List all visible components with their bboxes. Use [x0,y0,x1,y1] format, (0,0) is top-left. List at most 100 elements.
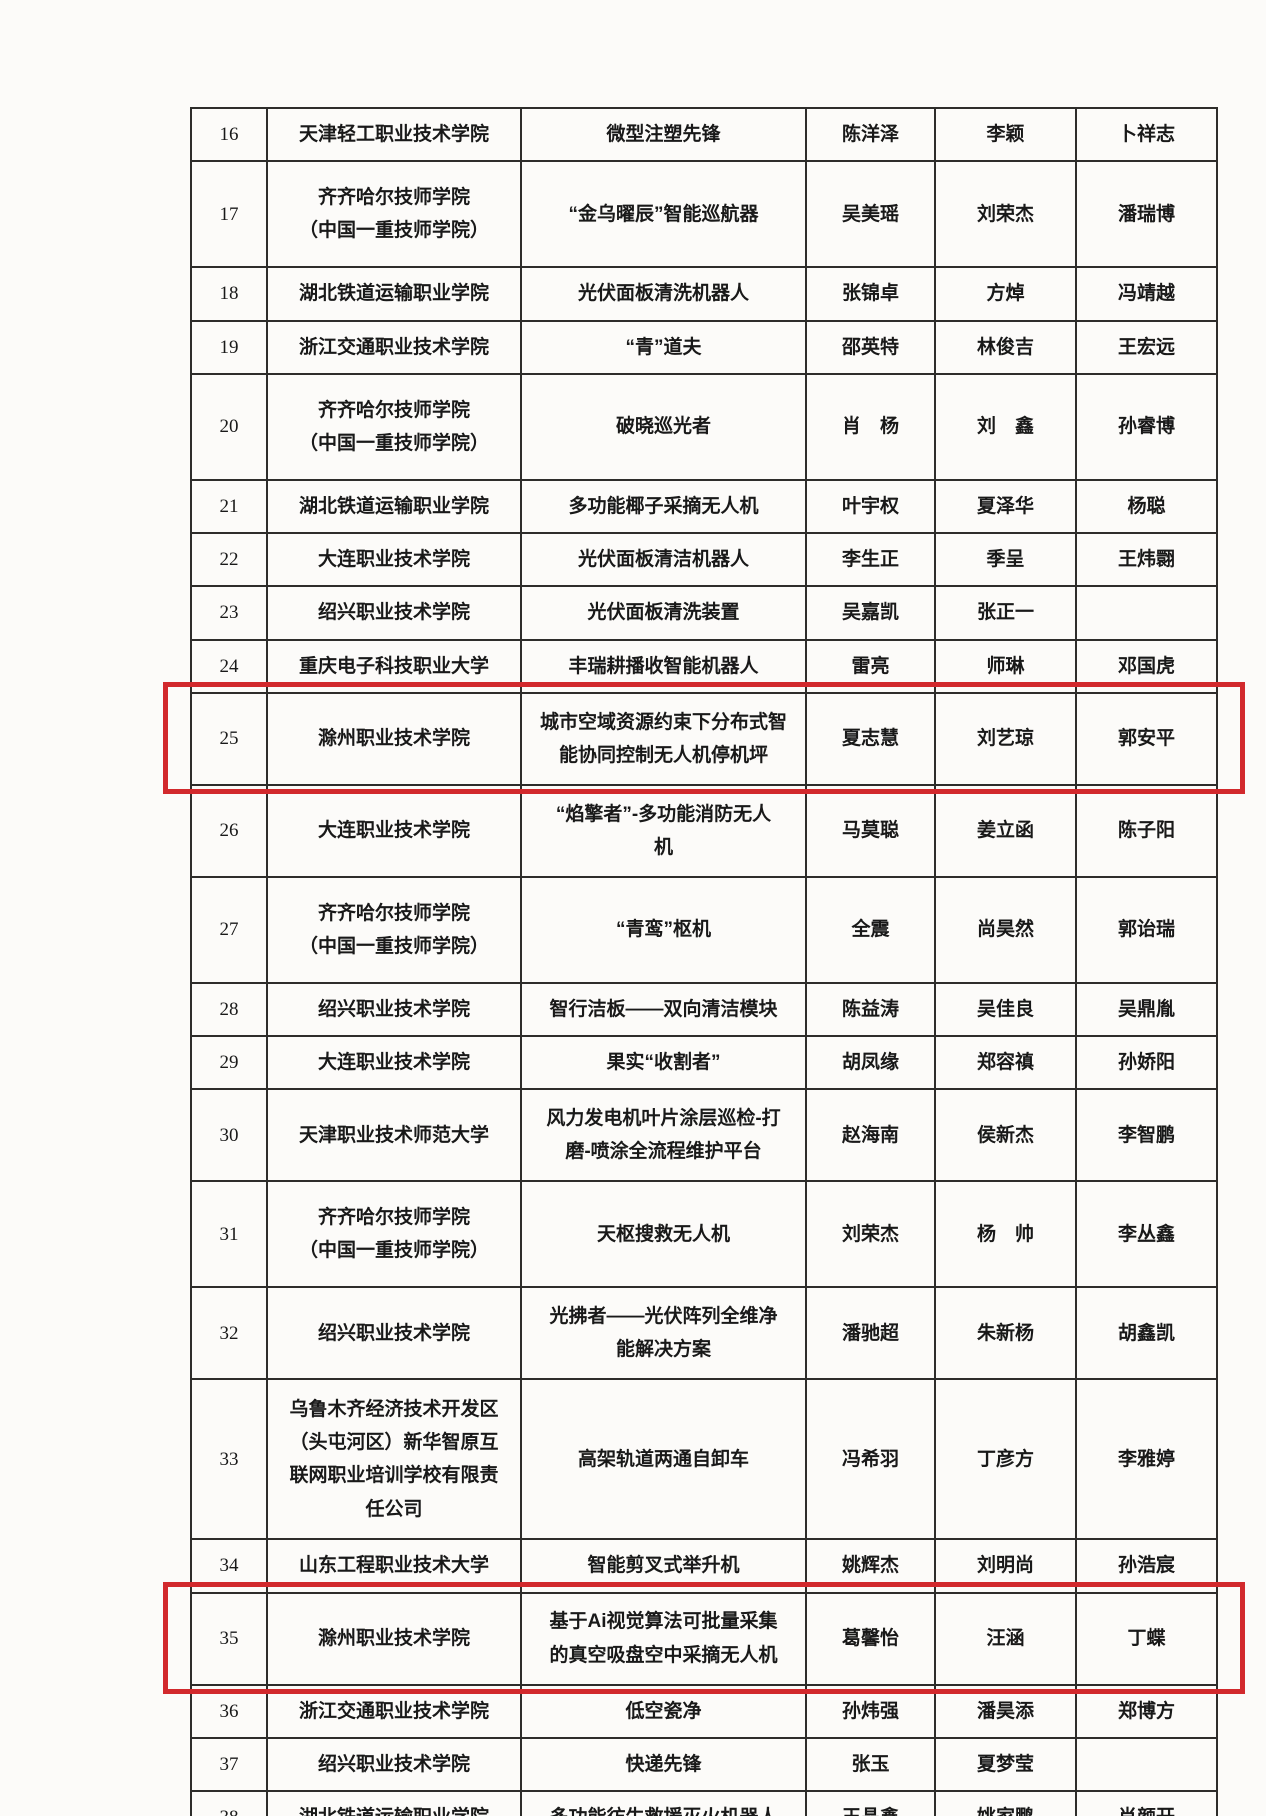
row-number: 21 [190,478,268,535]
school-name: 绍兴职业技术学院 [266,981,522,1038]
member-1: 潘驰超 [805,1286,936,1381]
member-3: 孙浩宸 [1075,1538,1218,1594]
project-name: 微型注塑先锋 [520,106,807,163]
school-name: 湖北铁道运输职业学院 [266,266,522,322]
member-2: 侯新杰 [934,1088,1077,1183]
row-number: 38 [190,1789,268,1816]
member-2: 吴佳良 [934,981,1077,1038]
row-number: 31 [190,1180,268,1289]
member-1: 陈益涛 [805,981,936,1038]
table-row: 21 湖北铁道运输职业学院 多功能椰子采摘无人机 叶宇权 夏泽华 杨聪 [190,478,1218,535]
member-3: 王宏远 [1075,319,1218,375]
member-1: 马莫聪 [805,783,936,878]
member-3: 李丛鑫 [1075,1180,1218,1289]
member-3: 李智鹏 [1075,1088,1218,1183]
project-name: “青鸾”枢机 [520,875,807,984]
table-row: 23 绍兴职业技术学院 光伏面板清洗装置 吴嘉凯 张正一 [190,585,1218,641]
member-2: 朱新杨 [934,1286,1077,1381]
school-name: 绍兴职业技术学院 [266,1736,522,1793]
school-name: 浙江交通职业技术学院 [266,319,522,375]
row-number: 28 [190,981,268,1038]
school-name: 齐齐哈尔技师学院 （中国一重技师学院） [266,875,522,984]
table-row: 26 大连职业技术学院 “焰擎者”-多功能消防无人 机马莫聪 姜立函 陈子阳 [190,783,1218,878]
row-number: 17 [190,160,268,269]
row-number: 37 [190,1736,268,1793]
row-number: 20 [190,372,268,481]
project-name: 城市空域资源约束下分布式智 能协同控制无人机停机坪 [520,691,807,786]
school-name: 湖北铁道运输职业学院 [266,1789,522,1816]
member-1: 邵英特 [805,319,936,375]
member-1: 李生正 [805,531,936,588]
table-row: 27 齐齐哈尔技师学院 （中国一重技师学院） “青鸾”枢机 全震 尚昊然 郭诒瑞 [190,875,1218,984]
member-1: 雷亮 [805,638,936,694]
member-2: 刘 鑫 [934,372,1077,481]
member-3: 王炜翾 [1075,531,1218,588]
table-row: 35 滁州职业技术学院 基于Ai视觉算法可批量采集 的真空吸盘空中采摘无人机 葛馨怡汪… [190,1591,1218,1686]
row-number: 19 [190,319,268,375]
row-number: 36 [190,1683,268,1739]
school-name: 重庆电子科技职业大学 [266,638,522,694]
project-name: 风力发电机叶片涂层巡检-打 磨-喷涂全流程维护平台 [520,1088,807,1183]
row-number: 30 [190,1088,268,1183]
table-row: 33 乌鲁木齐经济技术开发区 （头屯河区）新华智原互 联网职业培训学校有限责 任公… [190,1378,1218,1541]
school-name: 天津职业技术师范大学 [266,1088,522,1183]
results-table: 16 天津轻工职业技术学院 微型注塑先锋 陈洋泽 李颖 卜祥志 17 齐齐哈尔技师学院 （中国… [190,106,1218,1816]
member-1: 孙炜强 [805,1683,936,1739]
project-name: 多功能椰子采摘无人机 [520,478,807,535]
school-name: 绍兴职业技术学院 [266,1286,522,1381]
member-3: 丁蝶 [1075,1591,1218,1686]
school-name: 滁州职业技术学院 [266,1591,522,1686]
row-number: 34 [190,1538,268,1594]
project-name: 光伏面板清洁机器人 [520,531,807,588]
member-1: 张锦卓 [805,266,936,322]
member-1: 全震 [805,875,936,984]
school-name: 齐齐哈尔技师学院 （中国一重技师学院） [266,1180,522,1289]
table-row: 31 齐齐哈尔技师学院 （中国一重技师学院） 天枢搜救无人机 刘荣杰杨 帅李丛鑫 [190,1180,1218,1289]
member-1: 张玉 [805,1736,936,1793]
member-2: 李颖 [934,106,1077,163]
project-name: 智能剪叉式举升机 [520,1538,807,1594]
project-name: 多功能彷生救援灭火机器人 [520,1789,807,1816]
table-row: 18 湖北铁道运输职业学院 光伏面板清洗机器人 张锦卓 方焯 冯靖越 [190,266,1218,322]
member-1: 葛馨怡 [805,1591,936,1686]
member-1: 吴美瑶 [805,160,936,269]
row-number: 22 [190,531,268,588]
member-3: 孙娇阳 [1075,1034,1218,1091]
table-row: 38湖北铁道运输职业学院多功能彷生救援灭火机器人王晶鑫姚家鹏肖颜开 [190,1789,1218,1816]
project-name: “金乌曜辰”智能巡航器 [520,160,807,269]
member-3: 冯靖越 [1075,266,1218,322]
member-2: 夏梦莹 [934,1736,1077,1793]
table-row: 16 天津轻工职业技术学院 微型注塑先锋 陈洋泽 李颖 卜祥志 [190,106,1218,163]
member-2: 刘艺琼 [934,691,1077,786]
project-name: 基于Ai视觉算法可批量采集 的真空吸盘空中采摘无人机 [520,1591,807,1686]
row-number: 25 [190,691,268,786]
school-name: 大连职业技术学院 [266,783,522,878]
member-1: 冯希羽 [805,1378,936,1541]
school-name: 齐齐哈尔技师学院 （中国一重技师学院） [266,372,522,481]
member-1: 肖 杨 [805,372,936,481]
member-1: 胡凤缘 [805,1034,936,1091]
member-2: 丁彦方 [934,1378,1077,1541]
row-number: 29 [190,1034,268,1091]
member-2: 汪涵 [934,1591,1077,1686]
table-row: 24 重庆电子科技职业大学 丰瑞耕播收智能机器人 雷亮 师琳 邓国虎 [190,638,1218,694]
project-name: 快递先锋 [520,1736,807,1793]
project-name: “青”道夫 [520,319,807,375]
table-row: 28 绍兴职业技术学院 智行洁板——双向清洁模块 陈益涛 吴佳良 吴鼎胤 [190,981,1218,1038]
school-name: 大连职业技术学院 [266,531,522,588]
member-3: 李雅婷 [1075,1378,1218,1541]
member-2: 刘明尚 [934,1538,1077,1594]
member-3: 杨聪 [1075,478,1218,535]
school-name: 绍兴职业技术学院 [266,585,522,641]
table-row: 19 浙江交通职业技术学院 “青”道夫 邵英特 林俊吉 王宏远 [190,319,1218,375]
member-1: 刘荣杰 [805,1180,936,1289]
project-name: 低空瓷净 [520,1683,807,1739]
member-2: 郑容禛 [934,1034,1077,1091]
project-name: 破晓巡光者 [520,372,807,481]
table-row: 20 齐齐哈尔技师学院 （中国一重技师学院） 破晓巡光者肖 杨刘 鑫孙睿博 [190,372,1218,481]
member-3: 卜祥志 [1075,106,1218,163]
row-number: 26 [190,783,268,878]
member-2: 姜立函 [934,783,1077,878]
table-row: 32 绍兴职业技术学院 光拂者——光伏阵列全维净 能解决方案 潘驰超 朱新杨 胡鑫凯 [190,1286,1218,1381]
school-name: 大连职业技术学院 [266,1034,522,1091]
